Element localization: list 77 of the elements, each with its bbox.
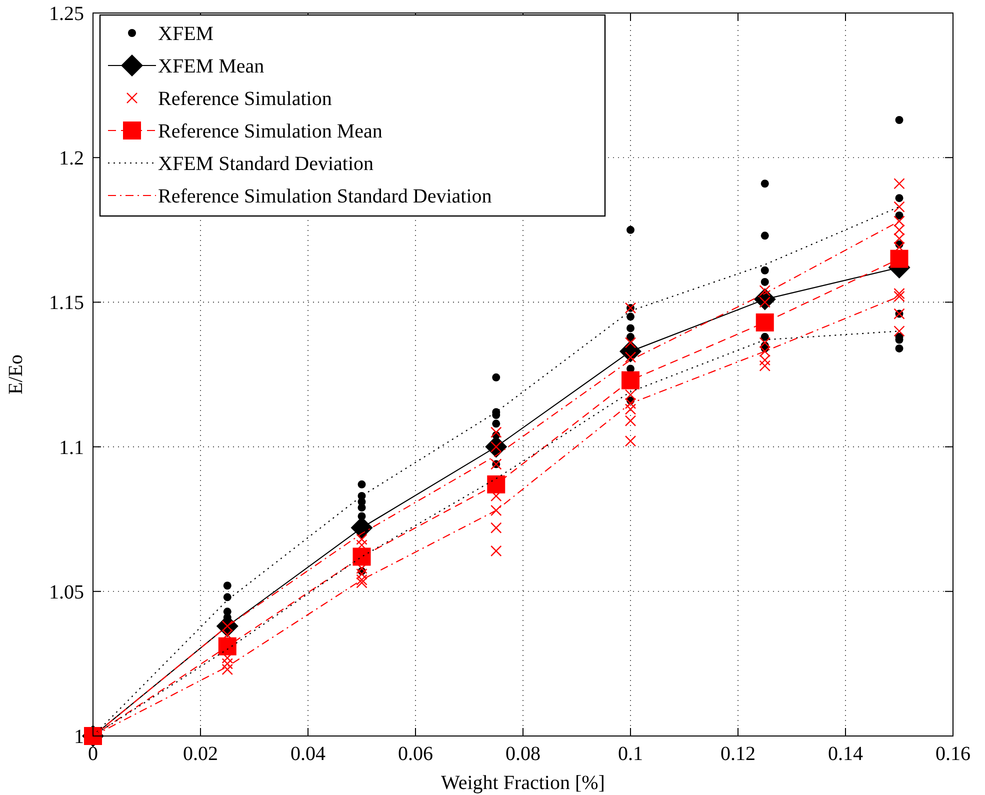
point — [222, 664, 233, 676]
point — [624, 435, 636, 447]
point — [358, 480, 366, 488]
point — [626, 312, 634, 321]
point — [356, 534, 368, 545]
point — [895, 116, 904, 124]
point — [894, 224, 905, 236]
point — [895, 211, 904, 220]
x-tick-label: 0.08 — [506, 743, 540, 765]
x-tick-label: 0.14 — [828, 743, 863, 765]
point — [223, 593, 232, 602]
legend-label: XFEM Mean — [158, 56, 264, 78]
x-tick-label: 0.16 — [936, 743, 970, 765]
x-tick-label: 0.1 — [618, 743, 643, 765]
point — [624, 404, 636, 415]
x-tick-label: 0.12 — [720, 743, 756, 765]
point — [756, 313, 774, 332]
point — [626, 226, 634, 234]
y-tick-label: 1.15 — [49, 292, 84, 314]
point — [760, 278, 769, 286]
point — [760, 180, 769, 188]
point — [895, 344, 904, 352]
point — [356, 577, 368, 588]
point — [759, 360, 770, 372]
point — [352, 548, 371, 566]
point — [624, 389, 636, 400]
point — [624, 398, 636, 410]
point — [894, 178, 905, 190]
point — [490, 545, 502, 557]
point — [894, 201, 905, 212]
point — [894, 232, 905, 244]
point — [626, 332, 634, 341]
y-tick-label: 1 — [74, 726, 84, 748]
point — [895, 194, 904, 202]
point — [894, 216, 905, 227]
point — [890, 250, 908, 268]
point — [358, 504, 366, 512]
y-tick-label: 1.05 — [49, 581, 84, 604]
point — [894, 288, 905, 300]
point — [759, 285, 770, 296]
point — [222, 658, 233, 670]
point — [492, 373, 500, 382]
point — [223, 582, 232, 590]
point — [624, 415, 636, 426]
point — [490, 522, 502, 534]
point — [760, 232, 769, 240]
point — [760, 266, 769, 274]
point — [490, 426, 502, 438]
point — [626, 324, 634, 332]
point — [218, 637, 236, 656]
point — [490, 504, 502, 516]
point — [487, 475, 506, 494]
point — [760, 332, 769, 341]
x-tick-label: 0.04 — [290, 743, 326, 765]
legend-label: Reference Simulation Mean — [158, 120, 382, 142]
point — [624, 337, 636, 348]
point — [894, 326, 905, 337]
y-tick-label: 1.2 — [59, 148, 84, 170]
x-tick-label: 0.02 — [183, 743, 218, 765]
y-axis-title: E/Eo — [5, 354, 27, 394]
legend-label: Reference Simulation Standard Deviation — [158, 186, 492, 208]
x-tick-label: 0 — [88, 743, 98, 765]
point — [622, 371, 640, 390]
x-tick-label: 0.06 — [398, 743, 433, 765]
point — [759, 346, 770, 357]
point — [492, 420, 500, 428]
point — [356, 574, 368, 586]
point — [759, 337, 770, 348]
point — [356, 568, 368, 580]
y-tick-label: 1.25 — [49, 3, 84, 25]
point — [759, 354, 770, 366]
legend-label: XFEM Standard Deviation — [158, 153, 374, 175]
legend-label: XFEM — [158, 23, 214, 45]
x-axis-title: Weight Fraction [%] — [441, 772, 605, 794]
y-tick-label: 1.1 — [59, 436, 84, 459]
point — [894, 290, 905, 302]
legend-label: Reference Simulation — [158, 88, 332, 110]
